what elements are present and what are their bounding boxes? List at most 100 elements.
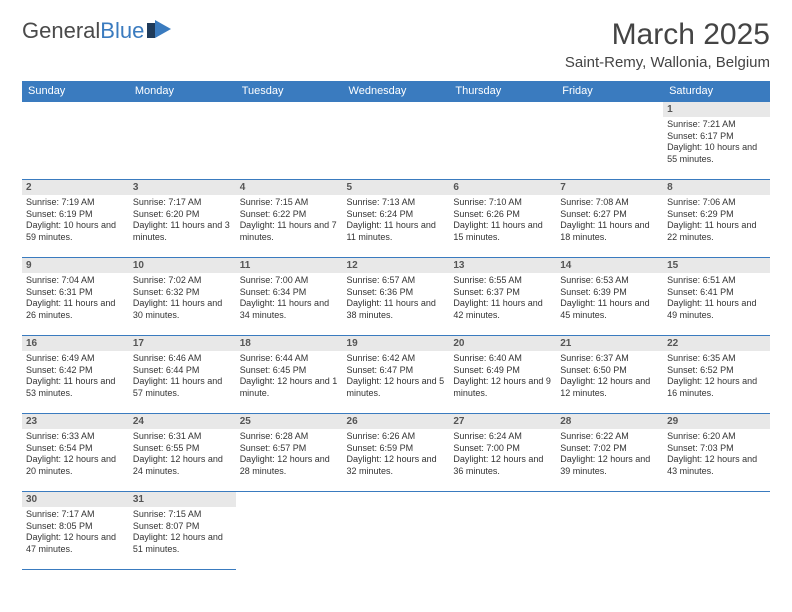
day-number: 30 [22, 492, 129, 507]
daylight-text: Daylight: 11 hours and 38 minutes. [347, 298, 446, 321]
sunrise-text: Sunrise: 7:02 AM [133, 275, 232, 287]
page-header: GeneralBlue March 2025 Saint-Remy, Wallo… [22, 18, 770, 71]
calendar-cell: 18Sunrise: 6:44 AMSunset: 6:45 PMDayligh… [236, 336, 343, 414]
calendar-cell [556, 492, 663, 570]
sunset-text: Sunset: 6:57 PM [240, 443, 339, 455]
calendar-cell [236, 102, 343, 180]
sunrise-text: Sunrise: 6:20 AM [667, 431, 766, 443]
day-number: 4 [236, 180, 343, 195]
sunset-text: Sunset: 6:54 PM [26, 443, 125, 455]
logo-text-blue: Blue [100, 18, 144, 44]
cell-body: Sunrise: 7:17 AMSunset: 8:05 PMDaylight:… [22, 507, 129, 557]
sunset-text: Sunset: 7:00 PM [453, 443, 552, 455]
cell-body: Sunrise: 6:37 AMSunset: 6:50 PMDaylight:… [556, 351, 663, 401]
daylight-text: Daylight: 12 hours and 9 minutes. [453, 376, 552, 399]
cell-body: Sunrise: 6:31 AMSunset: 6:55 PMDaylight:… [129, 429, 236, 479]
calendar-cell: 12Sunrise: 6:57 AMSunset: 6:36 PMDayligh… [343, 258, 450, 336]
daylight-text: Daylight: 11 hours and 11 minutes. [347, 220, 446, 243]
day-number: 16 [22, 336, 129, 351]
sunrise-text: Sunrise: 7:04 AM [26, 275, 125, 287]
sunset-text: Sunset: 6:59 PM [347, 443, 446, 455]
sunset-text: Sunset: 6:36 PM [347, 287, 446, 299]
day-number [236, 492, 343, 496]
sunset-text: Sunset: 6:29 PM [667, 209, 766, 221]
calendar-cell: 17Sunrise: 6:46 AMSunset: 6:44 PMDayligh… [129, 336, 236, 414]
calendar-week-row: 30Sunrise: 7:17 AMSunset: 8:05 PMDayligh… [22, 492, 770, 570]
sunrise-text: Sunrise: 6:49 AM [26, 353, 125, 365]
calendar-cell: 4Sunrise: 7:15 AMSunset: 6:22 PMDaylight… [236, 180, 343, 258]
day-number: 19 [343, 336, 450, 351]
sunrise-text: Sunrise: 7:21 AM [667, 119, 766, 131]
sunset-text: Sunset: 6:42 PM [26, 365, 125, 377]
calendar-cell: 23Sunrise: 6:33 AMSunset: 6:54 PMDayligh… [22, 414, 129, 492]
calendar-cell: 19Sunrise: 6:42 AMSunset: 6:47 PMDayligh… [343, 336, 450, 414]
daylight-text: Daylight: 12 hours and 39 minutes. [560, 454, 659, 477]
cell-body: Sunrise: 6:24 AMSunset: 7:00 PMDaylight:… [449, 429, 556, 479]
daylight-text: Daylight: 12 hours and 24 minutes. [133, 454, 232, 477]
cell-body: Sunrise: 7:00 AMSunset: 6:34 PMDaylight:… [236, 273, 343, 323]
day-number [236, 102, 343, 106]
sunrise-text: Sunrise: 7:08 AM [560, 197, 659, 209]
calendar-cell [236, 492, 343, 570]
title-block: March 2025 Saint-Remy, Wallonia, Belgium [565, 18, 770, 71]
day-number: 13 [449, 258, 556, 273]
cell-body: Sunrise: 6:51 AMSunset: 6:41 PMDaylight:… [663, 273, 770, 323]
daylight-text: Daylight: 11 hours and 3 minutes. [133, 220, 232, 243]
sunset-text: Sunset: 6:47 PM [347, 365, 446, 377]
cell-body: Sunrise: 6:53 AMSunset: 6:39 PMDaylight:… [556, 273, 663, 323]
cell-body: Sunrise: 6:40 AMSunset: 6:49 PMDaylight:… [449, 351, 556, 401]
calendar-cell: 27Sunrise: 6:24 AMSunset: 7:00 PMDayligh… [449, 414, 556, 492]
day-number: 3 [129, 180, 236, 195]
day-number [343, 102, 450, 106]
cell-body: Sunrise: 7:13 AMSunset: 6:24 PMDaylight:… [343, 195, 450, 245]
day-number [343, 492, 450, 496]
cell-body: Sunrise: 7:15 AMSunset: 8:07 PMDaylight:… [129, 507, 236, 557]
calendar-weekday-header: SundayMondayTuesdayWednesdayThursdayFrid… [22, 81, 770, 102]
calendar-cell [449, 492, 556, 570]
sunrise-text: Sunrise: 6:55 AM [453, 275, 552, 287]
sunset-text: Sunset: 6:50 PM [560, 365, 659, 377]
sunrise-text: Sunrise: 6:26 AM [347, 431, 446, 443]
cell-body: Sunrise: 6:26 AMSunset: 6:59 PMDaylight:… [343, 429, 450, 479]
day-number [129, 102, 236, 106]
daylight-text: Daylight: 11 hours and 49 minutes. [667, 298, 766, 321]
calendar-cell: 6Sunrise: 7:10 AMSunset: 6:26 PMDaylight… [449, 180, 556, 258]
daylight-text: Daylight: 12 hours and 16 minutes. [667, 376, 766, 399]
day-number: 23 [22, 414, 129, 429]
sunset-text: Sunset: 6:27 PM [560, 209, 659, 221]
calendar-cell: 28Sunrise: 6:22 AMSunset: 7:02 PMDayligh… [556, 414, 663, 492]
day-number: 17 [129, 336, 236, 351]
calendar-cell: 7Sunrise: 7:08 AMSunset: 6:27 PMDaylight… [556, 180, 663, 258]
cell-body: Sunrise: 7:17 AMSunset: 6:20 PMDaylight:… [129, 195, 236, 245]
daylight-text: Daylight: 11 hours and 42 minutes. [453, 298, 552, 321]
sunset-text: Sunset: 6:44 PM [133, 365, 232, 377]
calendar-cell: 14Sunrise: 6:53 AMSunset: 6:39 PMDayligh… [556, 258, 663, 336]
cell-body: Sunrise: 7:21 AMSunset: 6:17 PMDaylight:… [663, 117, 770, 167]
calendar-week-row: 1Sunrise: 7:21 AMSunset: 6:17 PMDaylight… [22, 102, 770, 180]
calendar-cell: 13Sunrise: 6:55 AMSunset: 6:37 PMDayligh… [449, 258, 556, 336]
calendar-cell: 15Sunrise: 6:51 AMSunset: 6:41 PMDayligh… [663, 258, 770, 336]
daylight-text: Daylight: 12 hours and 20 minutes. [26, 454, 125, 477]
day-number: 15 [663, 258, 770, 273]
sunrise-text: Sunrise: 7:06 AM [667, 197, 766, 209]
daylight-text: Daylight: 12 hours and 28 minutes. [240, 454, 339, 477]
calendar-cell: 31Sunrise: 7:15 AMSunset: 8:07 PMDayligh… [129, 492, 236, 570]
flag-icon [147, 18, 175, 44]
calendar-cell [343, 492, 450, 570]
cell-body: Sunrise: 6:33 AMSunset: 6:54 PMDaylight:… [22, 429, 129, 479]
day-number: 5 [343, 180, 450, 195]
weekday-header: Friday [556, 81, 663, 102]
calendar-cell [129, 102, 236, 180]
cell-body: Sunrise: 7:15 AMSunset: 6:22 PMDaylight:… [236, 195, 343, 245]
daylight-text: Daylight: 12 hours and 36 minutes. [453, 454, 552, 477]
sunrise-text: Sunrise: 6:51 AM [667, 275, 766, 287]
calendar-cell: 11Sunrise: 7:00 AMSunset: 6:34 PMDayligh… [236, 258, 343, 336]
calendar-cell: 22Sunrise: 6:35 AMSunset: 6:52 PMDayligh… [663, 336, 770, 414]
calendar-cell: 9Sunrise: 7:04 AMSunset: 6:31 PMDaylight… [22, 258, 129, 336]
sunset-text: Sunset: 6:55 PM [133, 443, 232, 455]
sunset-text: Sunset: 6:19 PM [26, 209, 125, 221]
calendar-week-row: 9Sunrise: 7:04 AMSunset: 6:31 PMDaylight… [22, 258, 770, 336]
daylight-text: Daylight: 10 hours and 55 minutes. [667, 142, 766, 165]
location-subtitle: Saint-Remy, Wallonia, Belgium [565, 54, 770, 71]
calendar-cell: 8Sunrise: 7:06 AMSunset: 6:29 PMDaylight… [663, 180, 770, 258]
